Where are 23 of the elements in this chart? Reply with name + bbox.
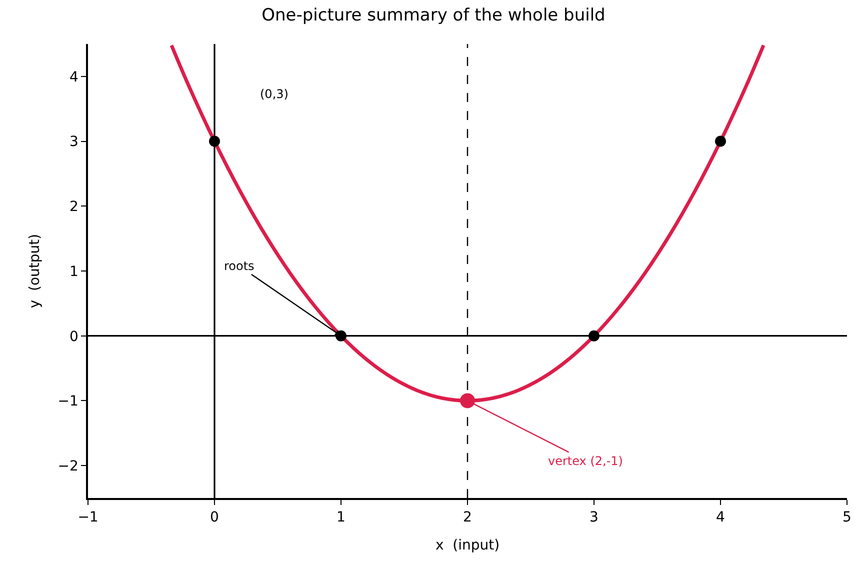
point	[460, 393, 475, 408]
y-tick-label: 3	[69, 134, 78, 150]
point	[588, 330, 600, 342]
annotation: roots	[224, 259, 254, 273]
y-tick-label: −2	[58, 458, 78, 474]
y-axis-title: y (output)	[26, 234, 43, 308]
x-tick-label: 3	[590, 510, 598, 526]
x-tick-label: 2	[463, 510, 472, 526]
point	[209, 136, 220, 147]
chart-title: One-picture summary of the whole build	[262, 5, 606, 26]
y-tick-label: 4	[69, 69, 78, 86]
x-tick-label: 0	[210, 510, 219, 526]
y-tick-label: −1	[58, 394, 78, 410]
x-tick-label: 5	[842, 510, 852, 526]
annotation: vertex (2,-1)	[548, 454, 623, 468]
annotation: (0,3)	[260, 87, 288, 101]
x-tick-label: 1	[336, 510, 346, 526]
y-tick-label: 1	[69, 264, 78, 280]
x-tick-label: 4	[716, 510, 726, 526]
y-tick-label: 0	[69, 328, 78, 345]
point	[715, 136, 726, 147]
x-axis-title: x (input)	[435, 537, 500, 554]
y-tick-label: 2	[69, 199, 78, 216]
